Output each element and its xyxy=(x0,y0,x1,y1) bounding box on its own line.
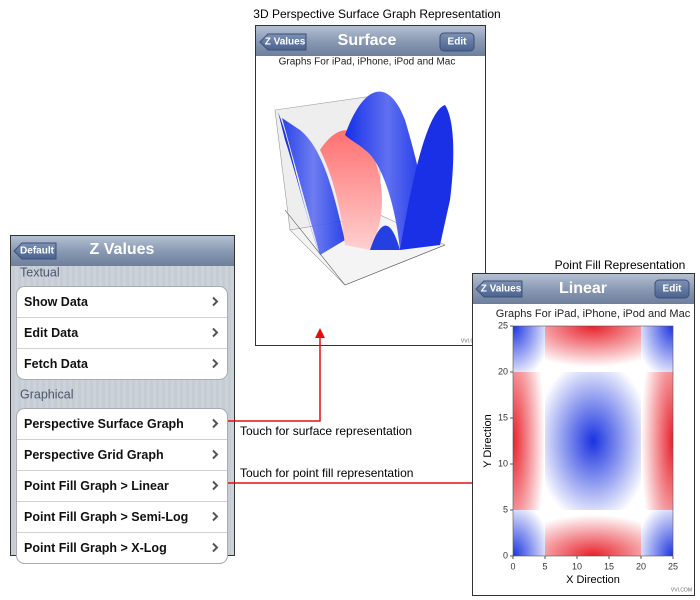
back-button[interactable] xyxy=(13,242,57,260)
row-label[interactable]: Perspective Surface Graph xyxy=(24,417,184,431)
x-tick-label: 15 xyxy=(604,561,614,571)
x-tick-label: 20 xyxy=(636,561,646,571)
back-button-label[interactable]: Z Values xyxy=(481,284,522,295)
footer: VVI.COM xyxy=(671,587,692,593)
x-tick-label: 25 xyxy=(668,561,678,571)
heatmap xyxy=(513,326,673,556)
back-button[interactable] xyxy=(475,280,523,298)
arrow-head xyxy=(315,328,325,338)
arrow xyxy=(228,336,321,422)
plot-frame xyxy=(512,325,674,557)
section-header: Graphical xyxy=(20,387,74,401)
chevron xyxy=(212,542,219,553)
chevron xyxy=(212,418,219,429)
edit-button-label[interactable]: Edit xyxy=(448,37,468,48)
y-tick-label: 0 xyxy=(503,550,508,560)
row-label[interactable]: Point Fill Graph > Semi-Log xyxy=(24,510,188,524)
row-group xyxy=(16,286,228,380)
row-group xyxy=(16,408,228,564)
y-tick-label: 25 xyxy=(498,320,508,330)
x-axis-label: X Direction xyxy=(566,574,620,586)
back-button-label[interactable]: Default xyxy=(20,246,55,257)
annotation: Touch for point fill representation xyxy=(240,466,413,480)
back-button-label[interactable]: Z Values xyxy=(265,37,306,48)
edit-button[interactable] xyxy=(654,279,690,299)
y-tick-label: 15 xyxy=(498,412,508,422)
row-label[interactable]: Point Fill Graph > Linear xyxy=(24,479,169,493)
row-label[interactable]: Edit Data xyxy=(24,326,79,340)
y-tick-label: 10 xyxy=(498,458,508,468)
section-header: Textual xyxy=(20,265,60,279)
chevron xyxy=(212,358,219,369)
row-label[interactable]: Perspective Grid Graph xyxy=(24,448,164,462)
nav-title: Z Values xyxy=(90,241,155,258)
y-axis-label: Y Direction xyxy=(482,414,494,468)
surface-plot xyxy=(274,91,454,286)
annotation: Touch for surface representation xyxy=(240,424,412,438)
edit-button[interactable] xyxy=(439,32,475,52)
nav-title: Linear xyxy=(559,280,607,297)
row-label[interactable]: Point Fill Graph > X-Log xyxy=(24,541,167,555)
x-tick-label: 0 xyxy=(510,561,515,571)
caption: 3D Perspective Surface Graph Representat… xyxy=(253,7,500,21)
nav-title: Surface xyxy=(338,32,397,49)
row-label[interactable]: Fetch Data xyxy=(24,357,89,371)
row-label[interactable]: Show Data xyxy=(24,295,89,309)
chevron xyxy=(212,296,219,307)
chevron xyxy=(212,480,219,491)
subtitle: Graphs For iPad, iPhone, iPod and Mac xyxy=(279,57,456,68)
chevron xyxy=(212,327,219,338)
x-tick-label: 10 xyxy=(572,561,582,571)
chevron xyxy=(212,449,219,460)
edit-button-label[interactable]: Edit xyxy=(663,284,683,295)
chevron xyxy=(212,511,219,522)
y-tick-label: 20 xyxy=(498,366,508,376)
subtitle: Graphs For iPad, iPhone, iPod and Mac xyxy=(496,308,691,320)
y-tick-label: 5 xyxy=(503,504,508,514)
caption: Point Fill Representation xyxy=(555,258,686,272)
back-button[interactable] xyxy=(259,33,307,51)
footer: VVI.COM xyxy=(461,338,482,344)
x-tick-label: 5 xyxy=(542,561,547,571)
